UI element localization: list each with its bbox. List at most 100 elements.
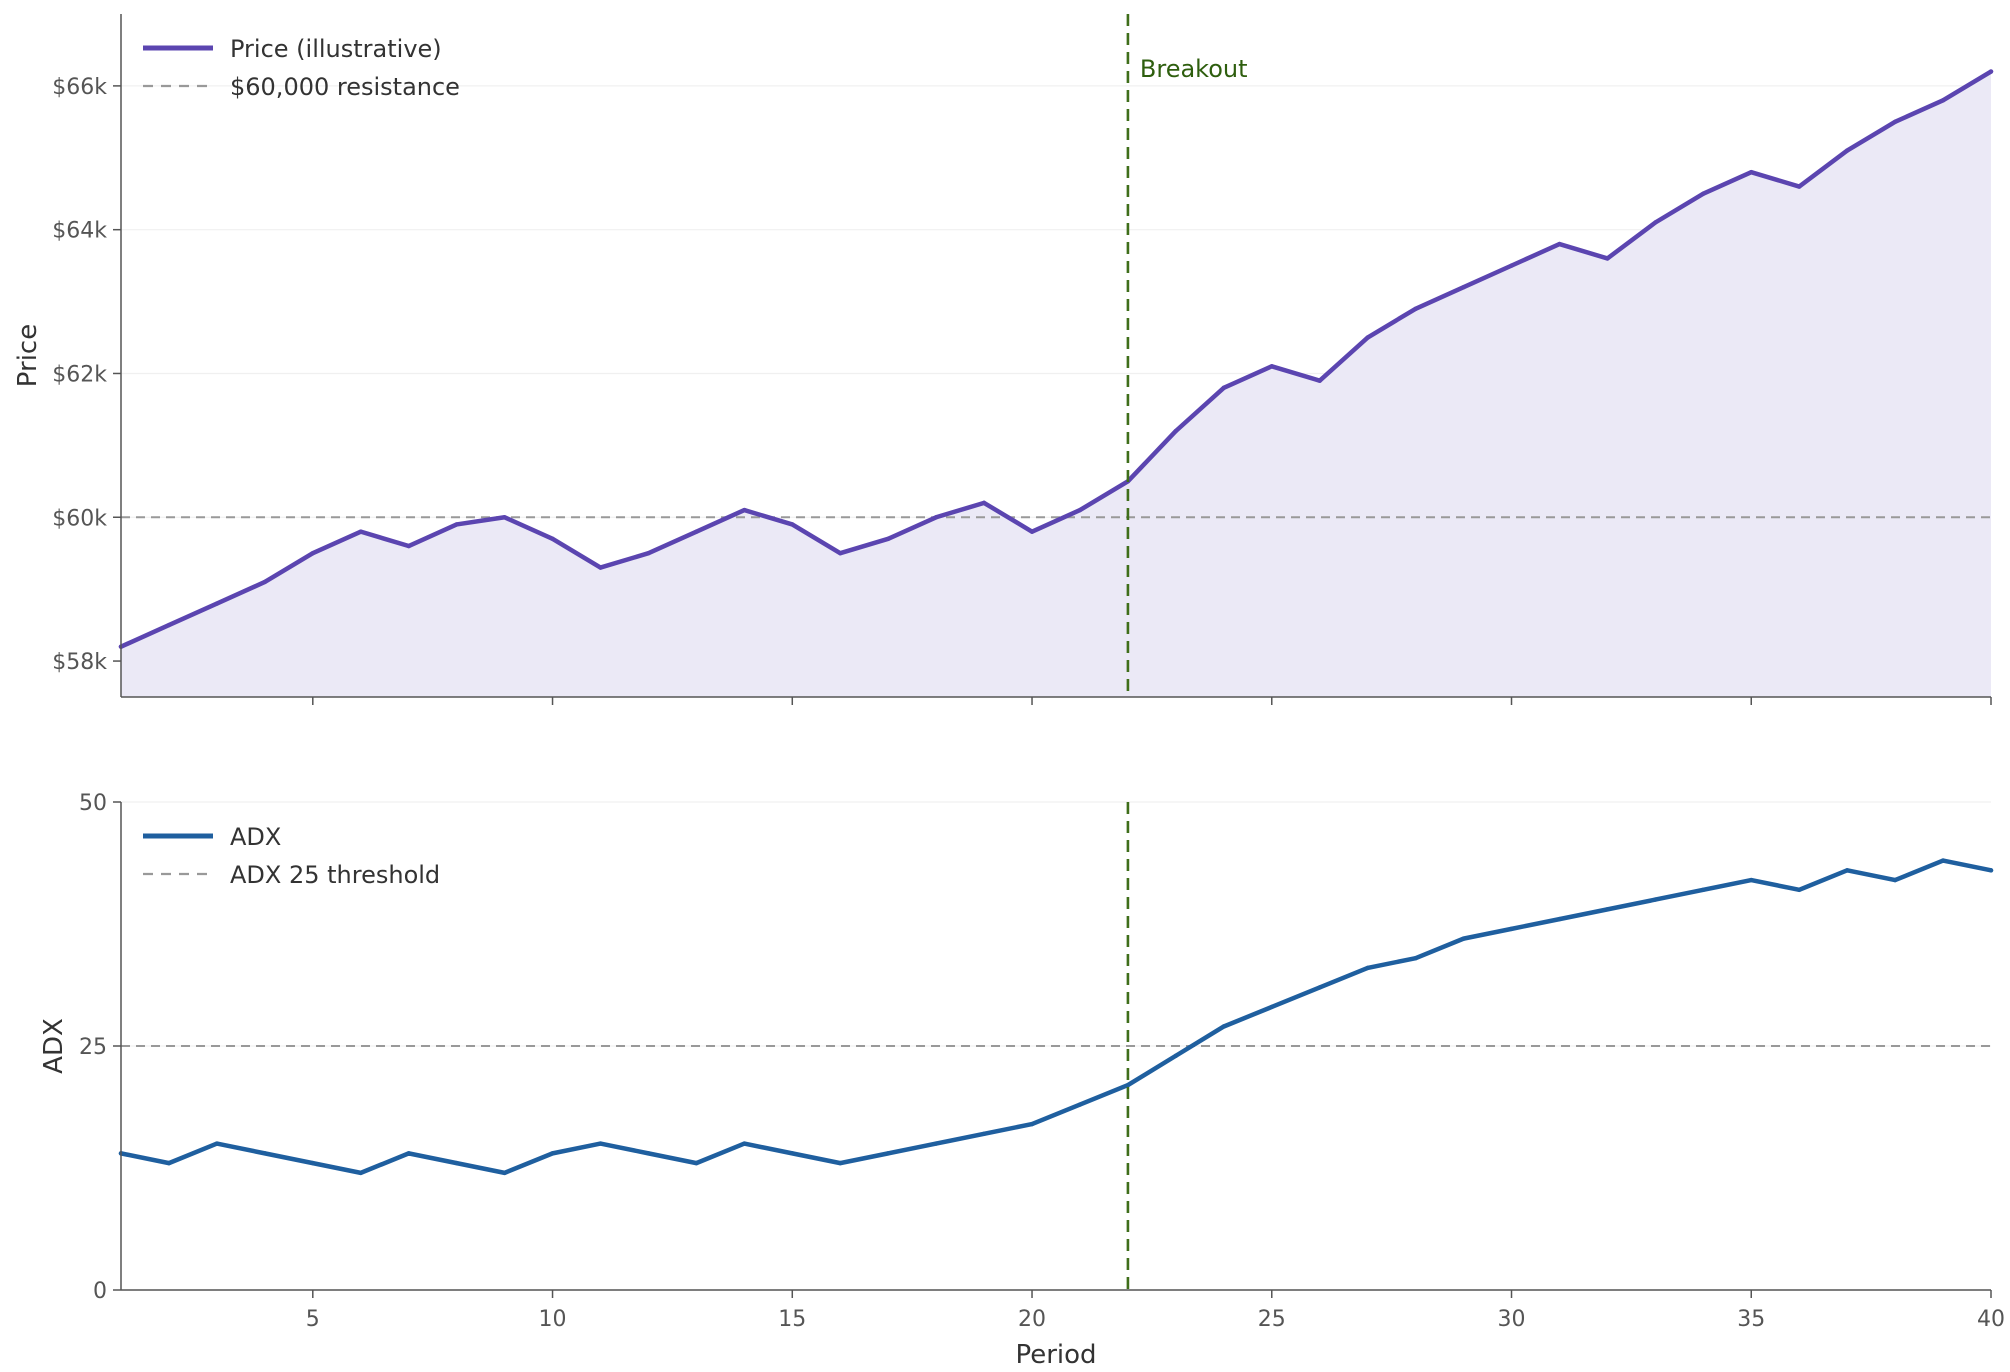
data-point: [358, 529, 363, 534]
data-point: [742, 507, 747, 513]
y-tick-label: $64k: [52, 219, 107, 244]
data-point: [838, 1160, 843, 1166]
data-point: [166, 622, 172, 628]
x-tick-label: 20: [1018, 1307, 1046, 1332]
price-panel: $58k $60k $62k $64k $66k Price Price (illustra…: [13, 14, 1994, 705]
data-point: [1221, 385, 1227, 391]
data-point: [1221, 1024, 1227, 1029]
data-point: [358, 1170, 363, 1176]
data-point: [550, 1151, 555, 1156]
y-tick-label: $60k: [52, 506, 107, 531]
data-point: [885, 536, 891, 542]
data-point: [646, 1151, 651, 1156]
data-point: [310, 1160, 315, 1166]
legend-label: ADX: [230, 823, 281, 851]
data-point: [166, 1160, 172, 1166]
data-point: [550, 536, 555, 542]
data-point: [1077, 1102, 1083, 1107]
data-point: [262, 579, 268, 585]
data-point: [933, 1141, 939, 1146]
data-point: [1413, 955, 1418, 961]
data-point: [1461, 285, 1466, 290]
data-point: [1605, 907, 1610, 912]
data-point: [1557, 241, 1562, 247]
data-point: [1317, 378, 1322, 383]
y-axis-title: Price: [13, 324, 43, 387]
legend-label: Price (illustrative): [230, 35, 442, 63]
data-point: [1557, 916, 1562, 922]
data-point: [981, 1131, 987, 1137]
adx-panel: 0 25 50 5 10 15 20 25 30 35 40 ADX Period ADX ADX 25 t…: [39, 791, 2005, 1370]
y-tick-label: 0: [93, 1279, 107, 1304]
data-point: [790, 522, 795, 527]
y-axis-title: ADX: [39, 1018, 69, 1074]
x-tick-label: 15: [778, 1307, 806, 1332]
data-point: [598, 565, 603, 570]
data-point: [1844, 868, 1850, 873]
x-tick-label: 10: [539, 1307, 567, 1332]
data-point: [214, 601, 220, 606]
y-tick-label: $66k: [52, 75, 107, 100]
data-point: [1605, 256, 1610, 261]
x-axis-title: Period: [1015, 1340, 1096, 1370]
x-tick-label: 30: [1498, 1307, 1526, 1332]
data-point: [502, 1170, 507, 1176]
y-tick-label: $62k: [52, 362, 107, 387]
data-point: [598, 1141, 603, 1146]
y-tick-label: 50: [79, 791, 107, 816]
legend-label: $60,000 resistance: [230, 73, 460, 101]
data-point: [1413, 306, 1418, 311]
data-point: [1940, 98, 1946, 103]
data-point: [454, 522, 459, 527]
data-point: [790, 1151, 795, 1156]
data-point: [1892, 119, 1898, 125]
breakout-annotation: Breakout: [1140, 55, 1248, 83]
data-point: [454, 1160, 459, 1166]
data-point: [1988, 868, 1994, 873]
data-point: [1509, 926, 1514, 932]
legend: ADX ADX 25 threshold: [143, 823, 440, 889]
data-point: [502, 515, 507, 520]
series-line: [118, 69, 1994, 649]
data-point: [1365, 335, 1370, 340]
legend: Price (illustrative) $60,000 resistance: [143, 35, 460, 101]
data-point: [1797, 184, 1802, 189]
data-point: [694, 529, 699, 534]
data-point: [1749, 877, 1754, 883]
data-point: [1125, 1082, 1131, 1088]
data-point: [838, 551, 843, 556]
area-fill: [121, 71, 1991, 697]
data-point: [885, 1151, 891, 1156]
y-tick-label: 25: [79, 1035, 107, 1060]
x-tick-label: 35: [1737, 1307, 1765, 1332]
data-point: [1173, 428, 1179, 434]
data-point: [406, 1151, 411, 1156]
y-tick-label: $58k: [52, 650, 107, 675]
data-point: [1269, 1004, 1274, 1010]
data-point: [310, 551, 315, 556]
data-point: [262, 1151, 268, 1156]
data-point: [933, 515, 939, 520]
data-point: [742, 1141, 747, 1146]
data-point: [1173, 1053, 1179, 1058]
data-point: [1701, 191, 1706, 196]
data-point: [214, 1141, 220, 1146]
data-point: [1844, 148, 1850, 153]
legend-label: ADX 25 threshold: [230, 861, 440, 889]
data-point: [1701, 887, 1706, 893]
data-point: [1029, 1121, 1035, 1127]
data-point: [1461, 936, 1466, 941]
data-point: [1509, 263, 1514, 268]
x-tick-label: 25: [1258, 1307, 1286, 1332]
x-tick-label: 40: [1977, 1307, 2005, 1332]
data-point: [1077, 507, 1083, 513]
series-line: [118, 858, 1994, 1176]
data-point: [646, 551, 651, 556]
data-point: [1797, 887, 1802, 893]
data-point: [1317, 985, 1322, 990]
data-point: [406, 543, 411, 549]
data-point: [1653, 220, 1658, 225]
data-point: [1653, 897, 1658, 902]
data-point: [1940, 858, 1946, 863]
